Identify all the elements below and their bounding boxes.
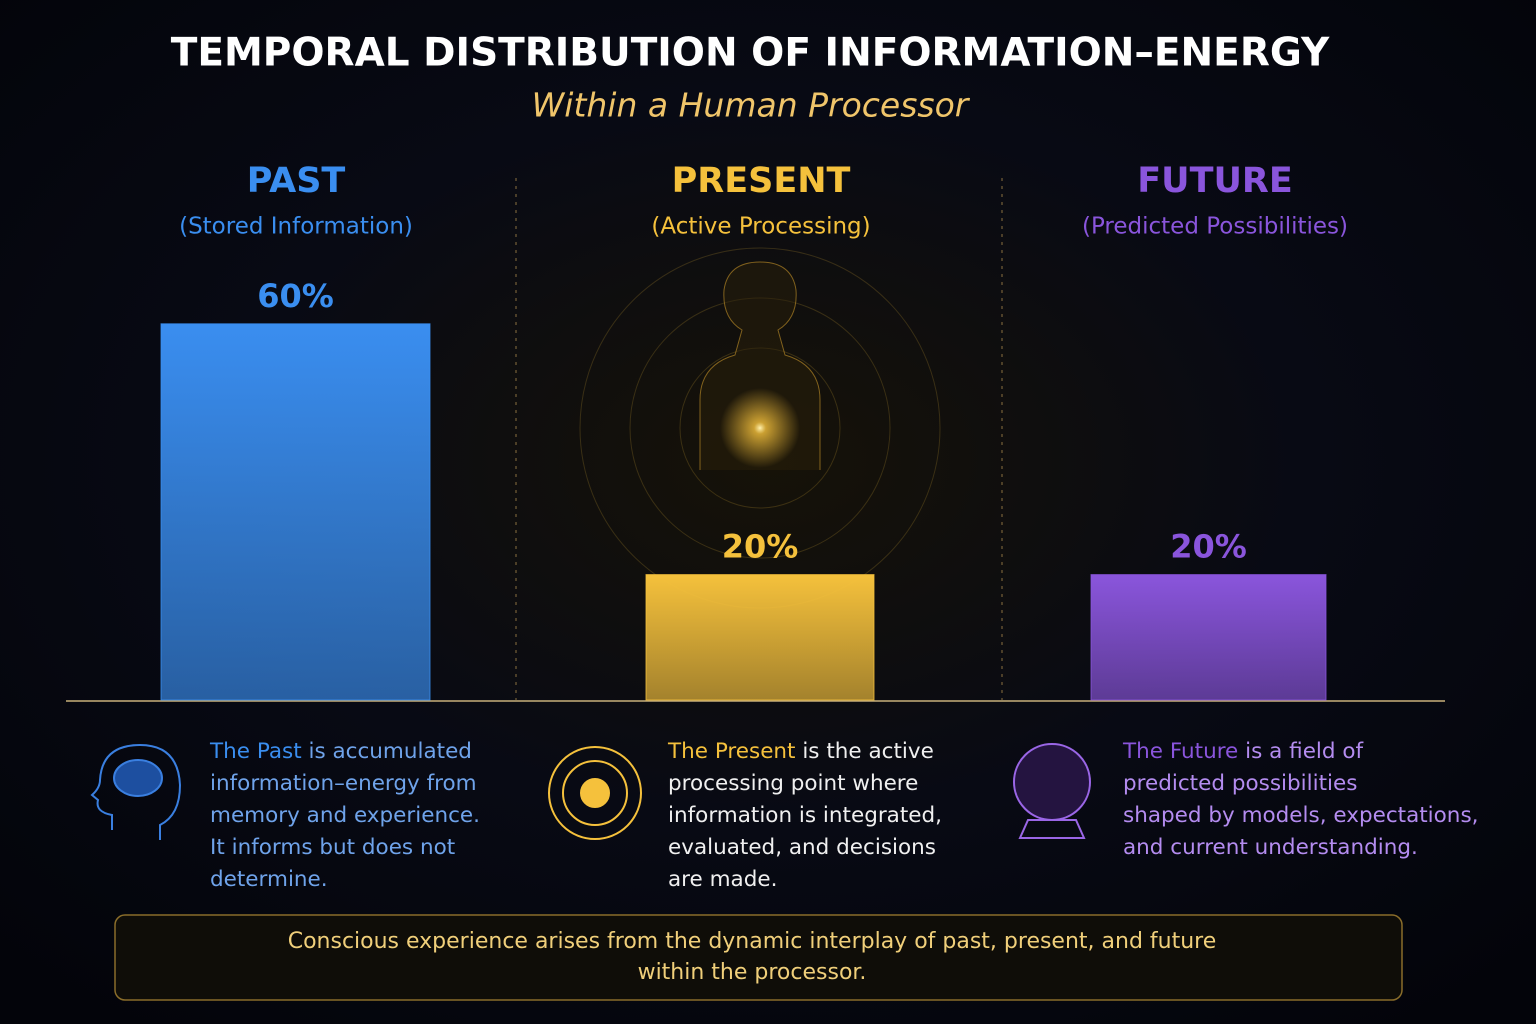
description-text: information–energy from [210,771,477,796]
value-label: 60% [257,277,334,315]
chart-subtitle: Within a Human Processor [532,86,971,125]
description-text: is a field of [1238,739,1363,764]
chart-title: TEMPORAL DISTRIBUTION OF INFORMATION–ENE… [171,31,1330,76]
description-text: is accumulated [302,739,472,764]
description-text: are made. [668,867,777,892]
description-line: shaped by models, expectations, [1123,803,1478,828]
description-text: memory and experience. [210,803,480,828]
bar [160,323,431,701]
description-line: evaluated, and decisions [668,835,936,860]
description-text: information is integrated, [668,803,942,828]
description-line: information is integrated, [668,803,942,828]
description-line: predicted possibilities [1123,771,1357,796]
description-text: shaped by models, expectations, [1123,803,1478,828]
description-text: predicted possibilities [1123,771,1357,796]
description-text: processing point where [668,771,918,796]
crystal-ball-icon [1013,743,1091,839]
description-lead: The Present [667,739,796,764]
description-line: It informs but does not [210,835,455,860]
category-label: PRESENT [672,161,851,201]
description-line: The Future is a field of [1122,739,1364,764]
description-text: and current understanding. [1123,835,1418,860]
bar [1090,574,1327,701]
category-label: FUTURE [1137,161,1292,201]
note-text: within the processor. [638,960,867,985]
description-line: determine. [210,867,328,892]
category-subtitle: (Predicted Possibilities) [1082,214,1348,240]
core-glow [720,388,800,468]
orbit-icon [548,746,642,840]
description-line: The Present is the active [667,739,934,764]
description-text: determine. [210,867,328,892]
description-line: The Past is accumulated [209,739,472,764]
description-text: is the active [796,739,934,764]
value-label: 20% [722,528,799,566]
description-line: information–energy from [210,771,477,796]
description-line: are made. [668,867,777,892]
category-subtitle: (Stored Information) [179,214,413,240]
description-text: It informs but does not [210,835,455,860]
category-label: PAST [247,161,346,201]
description-lead: The Future [1122,739,1238,764]
note-box [114,914,1403,1001]
bar [645,574,875,701]
description-line: processing point where [668,771,918,796]
note-text: Conscious experience arises from the dyn… [288,929,1217,954]
description-line: memory and experience. [210,803,480,828]
category-subtitle: (Active Processing) [651,214,870,240]
description-text: evaluated, and decisions [668,835,936,860]
brain-icon [90,743,182,840]
dividers [515,178,1003,700]
value-label: 20% [1170,528,1247,566]
description-line: and current understanding. [1123,835,1418,860]
description-lead: The Past [209,739,302,764]
